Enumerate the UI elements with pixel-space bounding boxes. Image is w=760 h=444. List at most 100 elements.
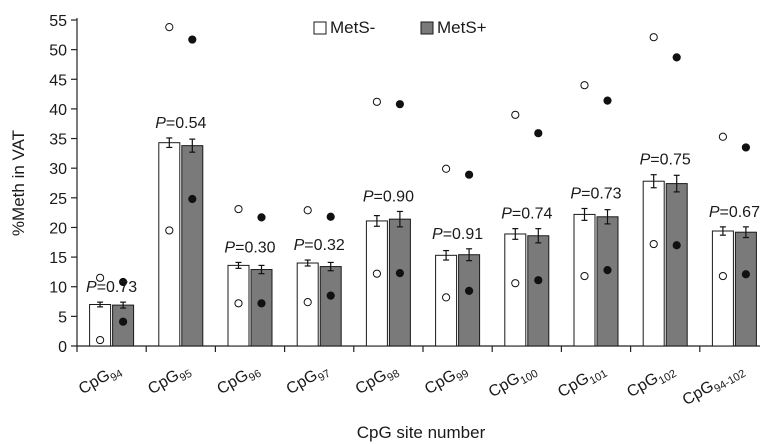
mets-neg-max-marker [96,273,105,282]
mets-neg-min-marker [165,226,174,235]
y-tick-label: 50 [49,43,67,60]
x-axis-title: CpG site number [357,423,486,442]
mets-neg-min-marker [234,299,243,308]
bar-mets-pos [388,218,411,347]
mets-pos-min-marker [188,194,197,204]
p-value-label: P=0.73 [570,185,621,202]
y-tick-label: 10 [49,280,67,297]
bars [89,137,757,347]
p-value-number: =0.54 [166,115,207,132]
mets-pos-min-marker [119,317,128,326]
category-subscript: 95 [178,368,195,385]
p-value-label: P=0.54 [155,115,206,132]
category-subscript: 100 [518,368,540,388]
category-base: CpG [624,370,661,401]
category-base: CpG [555,370,592,401]
p-value-number: =0.30 [235,239,276,256]
min-max-markers [96,23,751,345]
axes: 0 5 10 15 20 25 30 35 40 45 50 55 [49,13,760,356]
legend: MetS- MetS+ [313,18,487,37]
bar-mets-pos [458,254,481,347]
category-base: CpG [284,367,321,398]
mets-neg-max-marker [718,132,728,141]
legend-swatch-mets-pos [420,21,434,35]
p-value-label: P=0.91 [432,226,483,243]
mets-neg-max-marker [511,110,520,119]
bar-mets-neg [642,180,665,347]
bar-mets-pos [527,235,550,347]
mets-pos-max-marker [188,35,197,44]
mets-neg-max-marker [372,97,381,106]
p-value-number: =0.75 [650,152,691,169]
mets-neg-max-marker [165,23,174,32]
category-base: CpG [76,367,113,398]
mets-neg-min-marker [96,335,105,345]
mets-pos-max-marker [119,277,128,287]
mets-pos-min-marker [741,270,751,279]
p-value-number: =0.73 [581,185,622,202]
mets-neg-min-marker [649,239,658,249]
p-value-symbol: P [294,237,305,254]
y-tick-label: 25 [49,191,67,208]
category-subscript: 97 [316,368,333,385]
p-value-labels: P=0.73P=0.54P=0.30 P=0.32P=0.90P=0.91P=0.… [86,115,760,296]
category-subscript: 102 [657,368,679,388]
mets-pos-min-marker [326,291,335,300]
p-value-symbol: P [709,204,720,221]
p-value-number: =0.67 [719,204,760,221]
mets-neg-min-marker [303,298,312,307]
p-value-number: =0.90 [373,188,414,205]
mets-pos-max-marker [534,129,543,138]
y-tick-label: 15 [49,250,67,267]
x-category-label: CpG102 [624,361,678,404]
x-category-label: CpG100 [486,361,540,404]
mets-neg-min-marker [442,293,451,302]
category-base: CpG [422,367,459,398]
p-value-label: P=0.32 [294,237,345,254]
y-tick-label: 35 [49,132,67,149]
category-subscript: 101 [588,368,610,388]
p-value-number: =0.74 [512,206,553,223]
bar-mets-pos [596,216,619,347]
mets-neg-max-marker [580,81,589,90]
category-subscript: 94-102 [712,368,748,396]
bar-mets-pos [665,183,688,347]
p-value-symbol: P [224,239,235,256]
p-value-number: =0.32 [304,237,345,254]
category-base: CpG [145,367,182,398]
category-base: CpG [680,378,717,409]
p-value-symbol: P [363,188,374,205]
mets-pos-max-marker [465,170,474,179]
bar-mets-neg [365,220,388,347]
mets-pos-max-marker [326,212,335,221]
p-value-symbol: P [640,152,651,169]
y-axis-title: %Meth in VAT [9,130,28,236]
p-value-symbol: P [432,226,443,243]
legend-label-mets-neg: MetS- [330,18,375,37]
p-value-symbol: P [86,279,97,296]
category-subscript: 99 [454,368,471,385]
y-tick-label: 40 [49,102,67,119]
p-value-symbol: P [570,185,581,202]
mets-neg-min-marker [580,271,589,281]
p-value-label: P=0.73 [86,279,137,296]
p-value-number: =0.91 [443,226,484,243]
mets-pos-min-marker [395,268,404,278]
p-value-label: P=0.75 [640,152,691,169]
p-value-label: P=0.90 [363,188,414,205]
x-category-label: CpG101 [555,361,609,404]
legend-swatch-mets-neg [313,21,327,35]
bar-mets-neg [711,230,734,347]
mets-neg-min-marker [372,269,381,278]
category-subscript: 94 [108,368,125,385]
category-subscript: 98 [385,368,402,385]
category-subscript: 96 [247,368,264,385]
bar-mets-neg [504,233,527,347]
mets-pos-min-marker [465,286,474,295]
x-category-label: CpG95 [145,361,194,401]
p-value-label: P=0.30 [224,239,275,256]
mets-pos-min-marker [603,266,612,275]
y-tick-label: 20 [49,220,67,237]
p-value-number: =0.73 [97,279,138,296]
bar-mets-pos [734,231,757,347]
